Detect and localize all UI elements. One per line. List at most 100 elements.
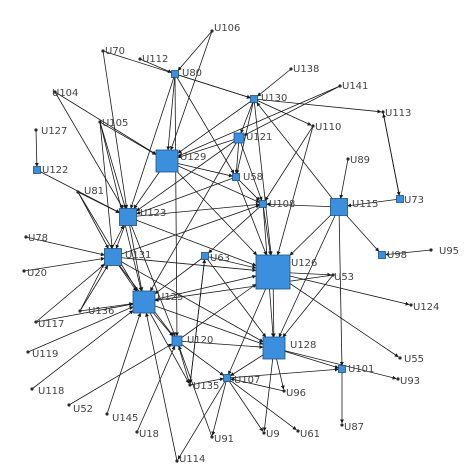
node-box-u122 [33, 166, 41, 174]
node-label-u53: U53 [334, 272, 354, 283]
edge-u78-to-u131 [25, 236, 105, 257]
node-label-u114: U114 [179, 454, 205, 465]
edge-u106-to-u80 [177, 30, 213, 71]
node-u113: U113 [381, 108, 411, 119]
edge-u58-to-u108 [235, 176, 260, 201]
node-label-u112: U112 [142, 54, 168, 65]
node-label-u130: U130 [261, 93, 287, 104]
node-label-u117: U117 [38, 319, 64, 330]
edge-u107-to-u101 [226, 367, 339, 379]
node-dot-u91 [210, 435, 214, 439]
node-dot-u96 [282, 389, 286, 393]
node-u136: U136 [78, 306, 114, 317]
node-u96: U96 [282, 388, 306, 399]
node-u114: U114 [175, 454, 205, 465]
edge-u135-to-u107 [189, 377, 224, 386]
node-dot-u87 [340, 423, 344, 427]
node-label-u125: U125 [157, 292, 183, 303]
node-u78: U78 [24, 233, 48, 244]
node-label-u141: U141 [342, 81, 368, 92]
node-u89: U89 [346, 155, 370, 166]
node-dot-u127 [34, 128, 38, 132]
edge-u80-to-u130 [174, 73, 251, 99]
edge-u130-to-u129 [177, 98, 255, 154]
edge-u115-to-u101 [338, 206, 344, 366]
node-u98: U98 [378, 250, 407, 261]
node-label-u113: U113 [385, 108, 411, 119]
node-u124: U124 [409, 302, 439, 313]
node-label-u121: U121 [246, 132, 272, 143]
node-box-u121 [233, 132, 245, 144]
node-u63: U63 [201, 252, 230, 264]
node-u107: U107 [223, 374, 260, 386]
edge-u58-to-u123 [136, 176, 237, 215]
edge-u130-to-u110 [253, 98, 312, 126]
edge-u118-to-u125 [31, 310, 134, 390]
edge-u131-to-u126 [112, 256, 257, 273]
node-label-u123: U123 [140, 208, 166, 219]
edge-u115-to-u130 [256, 102, 340, 208]
edge-u112-to-u80 [139, 58, 172, 73]
edge-u121-to-u123 [136, 137, 240, 212]
node-u125: U125 [132, 290, 183, 314]
edge-u115-to-u108 [266, 202, 340, 208]
edge-u105-to-u125 [99, 121, 143, 292]
node-label-u108: U108 [269, 199, 295, 210]
node-u131: U131 [104, 248, 151, 266]
node-dot-u95 [429, 248, 433, 252]
node-label-u118: U118 [38, 386, 64, 397]
node-label-u106: U106 [214, 23, 240, 34]
node-u95: U95 [429, 246, 459, 257]
node-dot-u141 [338, 84, 342, 88]
node-u18: U18 [135, 429, 159, 440]
node-label-u96: U96 [286, 388, 306, 399]
edge-u104-to-u123 [54, 91, 124, 209]
node-box-u128 [262, 336, 286, 360]
node-dot-u9 [262, 431, 266, 435]
edge-u81-to-u131 [77, 191, 109, 249]
edge-u105-to-u129 [99, 121, 157, 155]
node-u55: U55 [398, 354, 424, 365]
node-label-u107: U107 [234, 375, 260, 386]
node-dot-u136 [78, 309, 82, 313]
edge-u121-to-u129 [177, 137, 240, 159]
edge-u117-to-u125 [35, 302, 134, 323]
node-label-u58: U58 [243, 172, 263, 183]
node-label-u91: U91 [214, 434, 234, 445]
edge-u136-to-u125 [79, 302, 134, 312]
node-label-u101: U101 [348, 364, 374, 375]
node-label-u81: U81 [84, 186, 104, 197]
edge-u121-to-u125 [150, 137, 240, 292]
edge-u145-to-u125 [106, 312, 142, 415]
edge-u95-to-u98 [385, 249, 432, 257]
edge-u80-to-u123 [130, 73, 176, 209]
node-dot-u89 [346, 157, 350, 161]
node-box-u73 [396, 195, 404, 203]
node-label-u61: U61 [300, 429, 320, 440]
node-u128: U128 [262, 336, 316, 360]
node-label-u110: U110 [315, 122, 341, 133]
node-u115: U115 [330, 198, 378, 216]
edges-layer [23, 30, 432, 462]
node-u108: U108 [259, 199, 295, 210]
edge-u125-to-u128 [143, 301, 264, 345]
node-label-u135: U135 [193, 381, 219, 392]
edge-u108-to-u63 [208, 203, 264, 254]
edge-u70-to-u123 [102, 50, 129, 209]
edge-u81-to-u125 [77, 191, 138, 292]
edge-u127-to-u122 [34, 129, 39, 167]
edge-u58-to-u126 [235, 176, 267, 256]
edge-u108-to-u126 [262, 203, 272, 256]
edge-u115-to-u128 [278, 206, 340, 338]
node-label-u78: U78 [28, 233, 48, 244]
node-u73: U73 [396, 195, 424, 206]
node-dot-u78 [24, 235, 28, 239]
node-dot-u70 [101, 49, 105, 53]
node-box-u107 [223, 374, 231, 382]
node-label-u55: U55 [404, 354, 424, 365]
node-dot-u105 [98, 120, 102, 124]
node-u105: U105 [98, 118, 128, 129]
node-u52: U52 [67, 403, 93, 415]
edge-u130-to-u126 [253, 98, 273, 256]
